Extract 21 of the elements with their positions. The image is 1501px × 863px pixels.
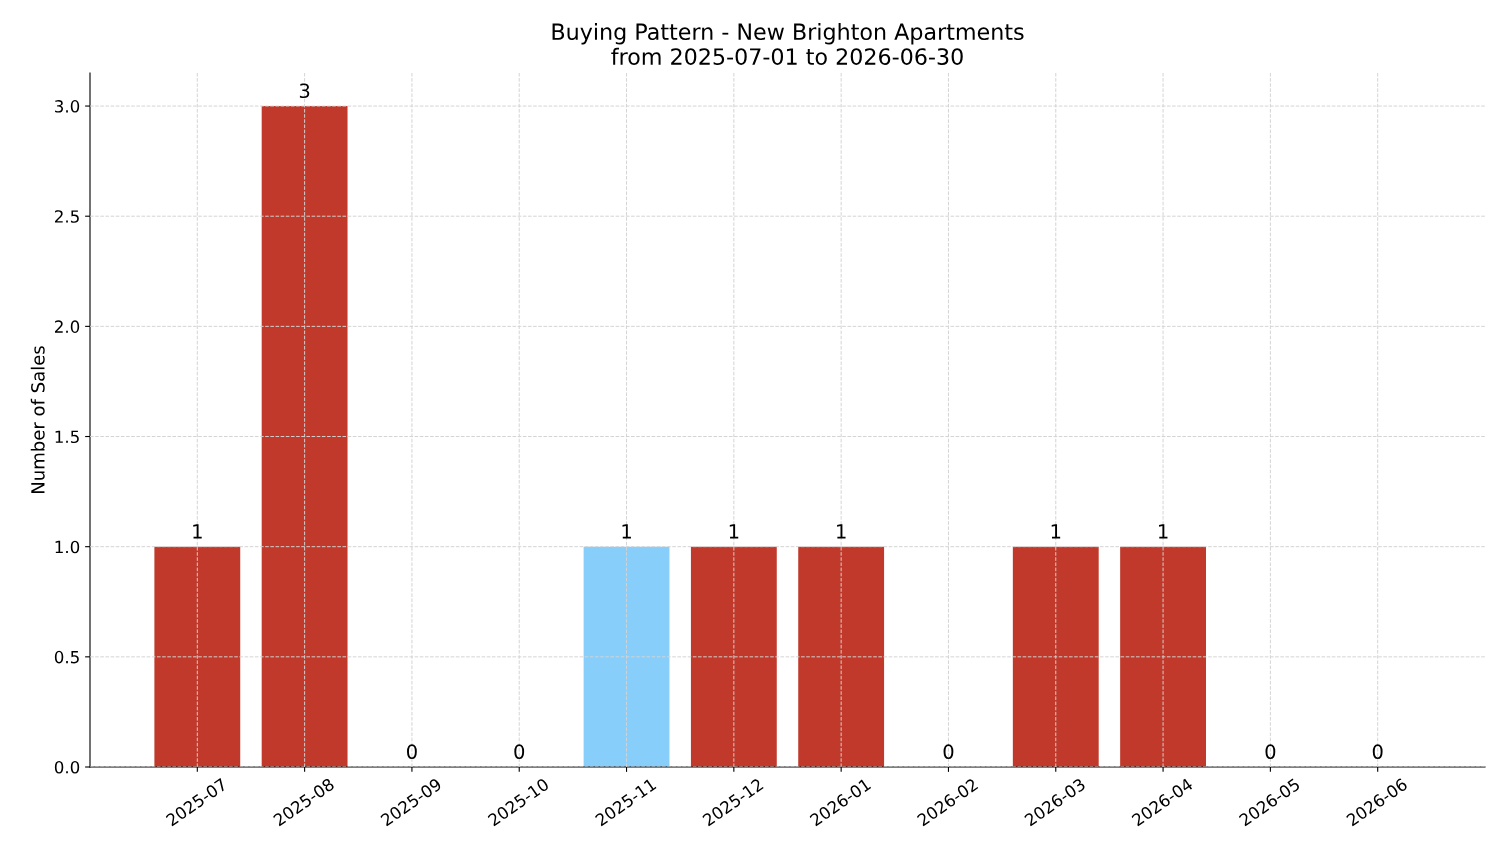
chart-title: Buying Pattern - New Brighton Apartments from 2025-07-01 to 2026-06-30 [552, 22, 1024, 65]
data-label: 1 [193, 524, 202, 539]
y-tick-label: 1.5 [55, 430, 79, 444]
data-label: 1 [622, 524, 631, 539]
y-tick-label: 1.0 [55, 540, 80, 554]
data-label: 1 [729, 524, 739, 539]
y-tick-label: 0.5 [54, 650, 79, 664]
y-tick-label: 0.0 [54, 760, 80, 774]
data-label: 1 [1159, 524, 1168, 539]
data-label: 0 [514, 744, 525, 760]
data-label: 1 [1051, 524, 1061, 539]
data-label: 0 [1372, 744, 1383, 760]
data-label: 0 [1265, 744, 1276, 760]
data-label: 3 [299, 83, 310, 99]
data-label: 0 [407, 744, 417, 760]
y-axis-title: Number of Sales [30, 346, 45, 493]
y-tick-label: 2.0 [54, 320, 80, 333]
y-tick-label: 3.0 [55, 100, 80, 113]
y-tick-label: 2.5 [54, 210, 79, 223]
data-label: 1 [837, 524, 846, 539]
data-label: 0 [943, 744, 954, 760]
